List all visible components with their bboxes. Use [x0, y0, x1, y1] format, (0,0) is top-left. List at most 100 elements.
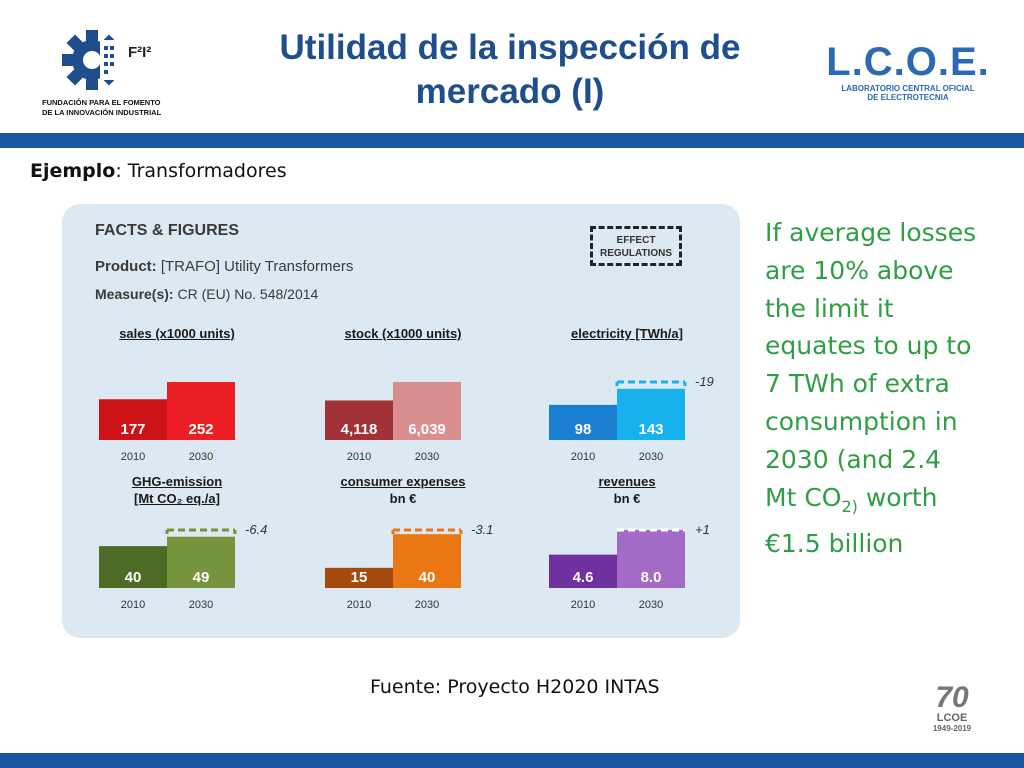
- anniversary-logo: 70 LCOE 1949-2019: [926, 681, 978, 744]
- losses-line8-post: worth: [857, 482, 938, 512]
- bar-2030: [617, 530, 685, 588]
- bar-2010: [549, 554, 617, 588]
- bar-value-label: 4,118: [341, 421, 378, 438]
- bar-2010: [325, 400, 393, 440]
- chart-3: electricity [TWh/a] 98 2010 143 2030 -19: [532, 326, 722, 466]
- losses-line8-pre: Mt CO: [765, 482, 842, 512]
- chart-plot: 40 2010 49 2030 -6.4: [99, 522, 267, 611]
- losses-line: the limit it: [765, 293, 894, 323]
- chart-title: GHG-emission: [131, 474, 223, 489]
- losses-line: If average losses: [765, 218, 977, 247]
- measure-line: Measure(s): CR (EU) No. 548/2014: [95, 286, 318, 302]
- bar-2030: [167, 536, 235, 588]
- chart-title: electricity [TWh/a]: [571, 326, 683, 341]
- effect-regulations-legend: EFFECT REGULATIONS: [590, 226, 682, 266]
- gear-icon: [62, 30, 124, 90]
- measure-label: Measure(s):: [95, 286, 174, 302]
- facts-figures-panel: FACTS & FIGURES Product: [TRAFO] Utility…: [62, 204, 740, 638]
- category-tick-label: 2010: [347, 599, 371, 611]
- bar-2010: [549, 404, 617, 440]
- bar-value-label: 177: [120, 421, 145, 438]
- source-note: Fuente: Proyecto H2020 INTAS: [370, 676, 660, 698]
- bar-2010: [99, 546, 167, 588]
- chart-5: consumer expenses bn € 15 2010 40 2030 -3.1: [308, 474, 498, 614]
- chart-2: stock (x1000 units) 4,118 2010 6,039 2030: [308, 326, 498, 466]
- effect-label: -3.1: [471, 522, 493, 537]
- losses-line: are 10% above: [765, 255, 954, 285]
- chart-title: stock (x1000 units): [344, 326, 462, 341]
- f2i2-mark: F²I²: [128, 44, 152, 61]
- bar-value-label: 6,039: [408, 421, 446, 438]
- category-tick-label: 2030: [189, 451, 213, 463]
- lcoe-logo-sub1: LABORATORIO CENTRAL OFICIAL: [841, 84, 975, 93]
- anniversary-org: LCOE: [936, 712, 968, 724]
- losses-line: 2030 (and 2.4: [765, 444, 942, 474]
- losses-line: equates to up to: [765, 331, 972, 361]
- bar-2030: [393, 534, 461, 588]
- anniversary-number: 70: [935, 681, 969, 714]
- chart-subtitle: [Mt CO₂ eq./a]: [134, 491, 220, 506]
- category-tick-label: 2030: [639, 451, 663, 463]
- chart-title: sales (x1000 units): [119, 326, 235, 341]
- bar-value-label: 40: [419, 569, 436, 586]
- footer-band: [0, 753, 1024, 768]
- losses-line: 7 TWh of extra: [765, 369, 950, 399]
- bar-2030: [393, 382, 461, 440]
- chart-title: revenues: [598, 474, 656, 489]
- f2i2-org-name: FUNDACIÓN PARA EL FOMENTO DE LA INNOVACI…: [42, 98, 192, 118]
- losses-statement: If average losses are 10% above the limi…: [765, 214, 1005, 563]
- category-tick-label: 2010: [121, 599, 145, 611]
- losses-line: €1.5 billion: [765, 529, 904, 559]
- chart-plot: 4,118 2010 6,039 2030: [325, 382, 461, 463]
- chart-title: consumer expenses: [340, 474, 466, 489]
- effect-label: -19: [695, 374, 714, 389]
- anniversary-years: 1949-2019: [932, 724, 972, 733]
- bar-value-label: 4.6: [573, 569, 594, 586]
- bar-value-label: 40: [125, 569, 142, 586]
- effect-label: +1: [695, 522, 710, 537]
- chart-plot: 177 2010 252 2030: [99, 382, 235, 463]
- chart-plot: 98 2010 143 2030 -19: [549, 374, 714, 463]
- page-title-line1: Utilidad de la inspección de: [279, 28, 741, 67]
- bar-value-label: 252: [188, 421, 213, 438]
- effect-line1: EFFECT: [616, 235, 656, 246]
- bar-value-label: 15: [351, 569, 368, 586]
- category-tick-label: 2010: [571, 451, 595, 463]
- facts-title: FACTS & FIGURES: [95, 222, 240, 239]
- bar-2010: [325, 567, 393, 588]
- bar-value-label: 98: [575, 421, 592, 438]
- example-label: Ejemplo: [30, 160, 116, 182]
- example-text: : Transformadores: [115, 160, 287, 182]
- category-tick-label: 2030: [415, 599, 439, 611]
- category-tick-label: 2030: [639, 599, 663, 611]
- losses-line: consumption in: [765, 406, 958, 436]
- category-tick-label: 2010: [347, 451, 371, 463]
- losses-line: Mt CO2) worth: [765, 479, 1005, 526]
- chart-plot: 15 2010 40 2030 -3.1: [325, 522, 493, 611]
- bar-value-label: 49: [193, 569, 210, 586]
- chart-subtitle: bn €: [389, 491, 417, 506]
- product-text: [TRAFO] Utility Transformers: [156, 258, 354, 275]
- lcoe-logo-text: L.C.O.E.: [826, 40, 990, 84]
- product-line: Product: [TRAFO] Utility Transformers: [95, 258, 353, 275]
- chart-4: GHG-emission [Mt CO₂ eq./a] 40 2010 49 2030 -6…: [82, 474, 272, 614]
- bar-2010: [99, 399, 167, 440]
- category-tick-label: 2010: [571, 599, 595, 611]
- page-title-line2: mercado (I): [415, 72, 605, 111]
- losses-line8-sub: 2): [841, 496, 858, 516]
- chart-plot: 4.6 2010 8.0 2030 +1: [549, 522, 710, 611]
- effect-line2: REGULATIONS: [599, 248, 673, 259]
- category-tick-label: 2010: [121, 451, 145, 463]
- f2i2-org-line2: DE LA INNOVACIÓN INDUSTRIAL: [42, 108, 162, 117]
- lcoe-logo: L.C.O.E. LABORATORIO CENTRAL OFICIAL DE …: [818, 40, 998, 110]
- category-tick-label: 2030: [415, 451, 439, 463]
- chart-6: revenues bn € 4.6 2010 8.0 2030 +1: [532, 474, 722, 614]
- bar-2030: [167, 382, 235, 440]
- bar-value-label: 8.0: [641, 569, 662, 586]
- measure-text: CR (EU) No. 548/2014: [173, 286, 319, 302]
- header-band: [0, 133, 1024, 148]
- f2i2-org-line1: FUNDACIÓN PARA EL FOMENTO: [42, 98, 161, 107]
- page-title: Utilidad de la inspección de mercado (I): [215, 26, 805, 114]
- example-line: Ejemplo: Transformadores: [30, 160, 287, 182]
- chart-subtitle: bn €: [613, 491, 641, 506]
